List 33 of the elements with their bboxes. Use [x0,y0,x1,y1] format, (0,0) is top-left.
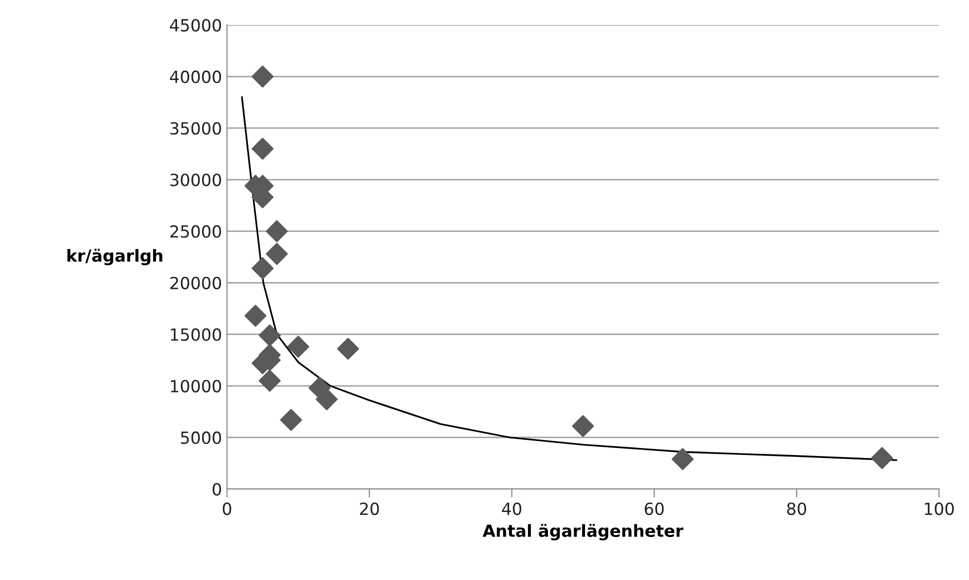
point [258,370,281,392]
y-tick-label: 0 [212,482,222,496]
point [871,447,894,470]
y-tick-label: 45000 [170,18,222,32]
x-tick-label: 40 [502,502,522,516]
y-tick-label: 30000 [170,174,222,186]
point [280,408,302,431]
x-axis-title: Antal ägarlägenheter [482,524,684,540]
x-tick-label: 100 [924,502,954,516]
point [316,388,338,410]
point [252,257,274,280]
y-tick-label: 20000 [170,276,222,290]
y-tick-label: 5000 [181,431,222,444]
y-axis-title: kr/ägarlgh [67,248,162,266]
x-tick-label: 0 [222,502,232,516]
point [572,415,594,438]
point [252,138,274,160]
x-tick-label: 60 [644,502,664,516]
point [258,324,281,346]
point [337,338,360,360]
point [252,66,274,88]
y-tick-label: 10000 [170,380,222,392]
point [266,242,288,265]
point [266,220,288,242]
y-tick-label: 35000 [170,122,222,135]
x-tick-label: 20 [360,502,379,516]
point [287,336,310,358]
y-tick-label: 15000 [170,328,222,341]
point [244,304,266,327]
x-tick-label: 80 [787,502,806,516]
y-tick-label: 40000 [170,70,222,84]
point [672,448,694,470]
y-tick-label: 25000 [170,225,222,238]
